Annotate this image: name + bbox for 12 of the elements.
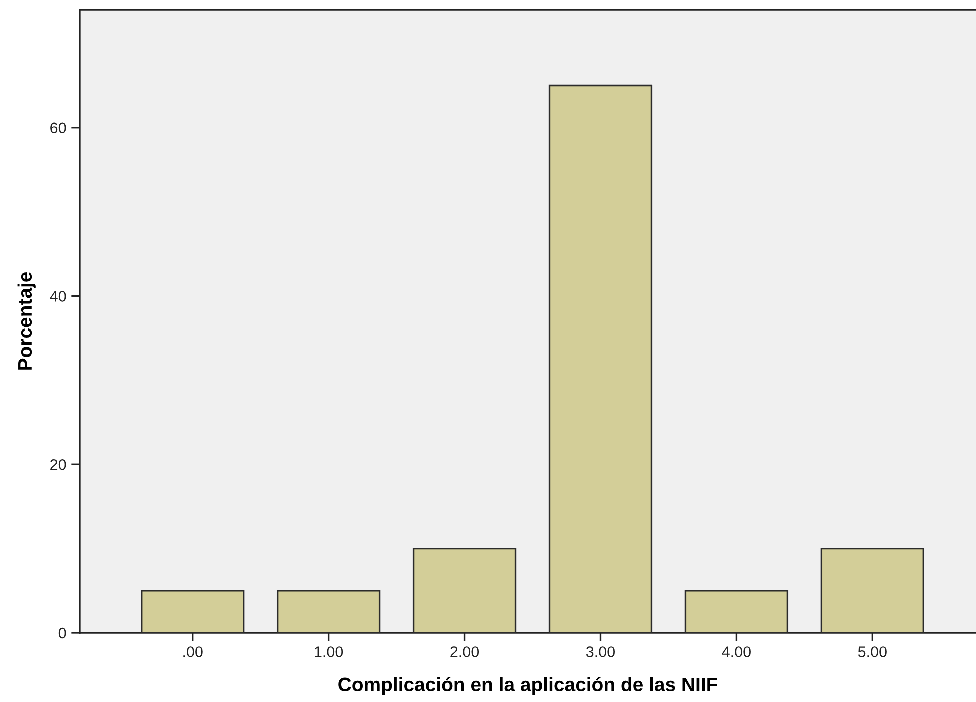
x-tick-label: .00 (184, 646, 203, 658)
y-tick-label: 20 (50, 459, 66, 470)
x-tick-label: 3.00 (586, 646, 616, 658)
x-tick-label: 4.00 (722, 646, 751, 658)
y-tick-label: 60 (50, 122, 66, 134)
x-axis-title: Complicación en la aplicación de las NIIF (338, 677, 718, 696)
x-tick-label: 5.00 (858, 646, 887, 658)
y-tick-label: 0 (58, 628, 66, 639)
x-tick-label: 2.00 (450, 646, 480, 658)
y-axis-title: Porcentaje (18, 272, 36, 370)
x-tick-label: 1.00 (315, 646, 344, 658)
y-tick-label: 40 (50, 291, 66, 302)
